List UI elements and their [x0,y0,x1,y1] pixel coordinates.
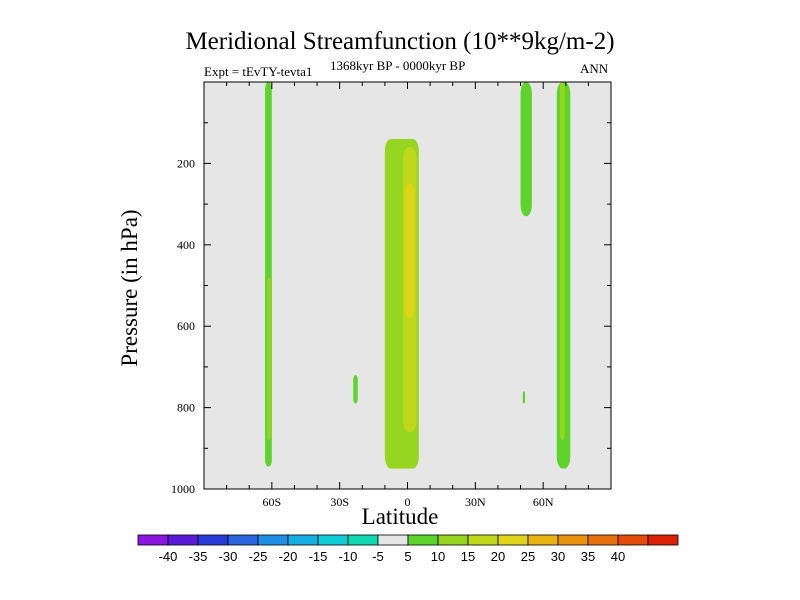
colorbar-label: 25 [521,549,535,564]
colorbar-swatch [647,534,679,546]
colorbar-swatch [347,534,379,546]
patch-35s [353,375,358,404]
colorbar-label: -40 [159,549,178,564]
y-tick-label: 600 [177,319,195,333]
y-tick-label: 200 [177,156,195,170]
x-axis-label: Latitude [361,504,439,529]
colorbar-swatch [377,534,409,546]
colorbar-swatch [407,534,439,546]
colorbar-label: -25 [249,549,268,564]
colorbar-swatch [317,534,349,546]
colorbar-label: 5 [404,549,411,564]
colorbar-swatch [287,534,319,546]
colorbar-label: 20 [491,549,505,564]
y-tick-label: 800 [177,401,195,415]
colorbar-label: 10 [431,549,445,564]
x-tick-label: 60N [533,495,554,509]
colorbar-label: -20 [279,549,298,564]
colorbar-label: -35 [189,549,208,564]
colorbar-swatch [497,534,529,546]
colorbar-label: 40 [611,549,625,564]
colorbar-swatch [227,534,259,546]
x-tick-label: 30S [330,495,349,509]
contour-features [265,82,571,469]
colorbar-swatch [557,534,589,546]
colorbar: -40 -35 -30 -25 -20 -15 -10 -5 5 10 15 20 25 30 35 40 [137,534,679,564]
colorbar-label: -10 [339,549,358,564]
patch-52n [522,391,526,404]
colorbar-label: 15 [461,549,475,564]
northern-upper-band [520,82,532,217]
chart-title: Meridional Streamfunction (10**9kg/m-2) [185,28,615,55]
colorbar-swatch [617,534,649,546]
patch-22n [457,383,460,408]
x-tick-label: 0 [405,495,411,509]
colorbar-label: -5 [372,549,384,564]
y-tick-label: 400 [177,238,195,252]
colorbar-swatch [527,534,559,546]
y-tick-label: 1000 [171,482,195,496]
colorbar-label: -15 [309,549,328,564]
season-label: ANN [580,61,609,76]
colorbar-swatch [257,534,289,546]
southern-band-core [267,277,271,441]
colorbar-swatch [137,534,169,546]
x-tick-label: 60S [262,495,281,509]
x-tick-label: 30N [465,495,486,509]
colorbar-swatch [437,534,469,546]
colorbar-label: -30 [219,549,238,564]
northern-band-core [560,82,565,441]
colorbar-swatch [197,534,229,546]
experiment-label: Expt = tEvTY-tevta1 [204,64,313,79]
colorbar-swatch [467,534,499,546]
plot-frame [203,81,612,490]
colorbar-label: 35 [581,549,595,564]
colorbar-swatch [587,534,619,546]
thin-line-56n [534,82,537,152]
colorbar-swatch [167,534,199,546]
colorbar-label: 30 [551,549,565,564]
equatorial-cell-max [405,183,415,319]
period-label: 1368kyr BP - 0000kyr BP [330,58,466,73]
axis-ticks: 60S 30S 0 30N 60N 200 400 600 800 1000 [171,82,611,509]
